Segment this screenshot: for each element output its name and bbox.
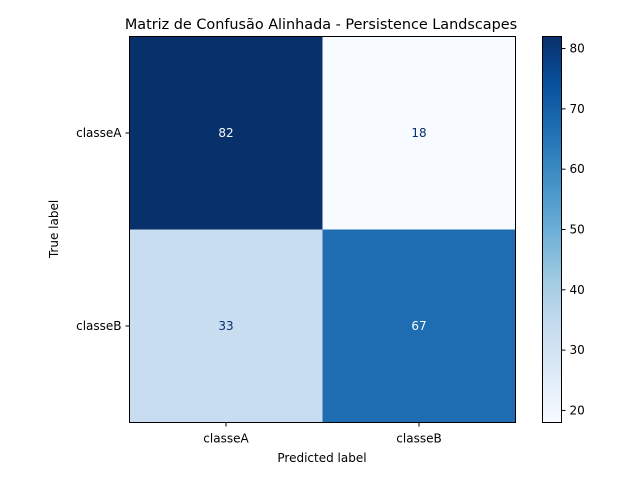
- colorbar-gradient: [542, 36, 562, 423]
- colorbar-tick-label: 30: [570, 343, 585, 357]
- heatmap-cell: [322, 36, 516, 230]
- heatmap-cell-labels: 82 18 33 67: [218, 126, 426, 333]
- x-tick-label: classeA: [203, 432, 249, 446]
- heatmap-cell: [129, 36, 323, 230]
- cell-value-label: 33: [218, 319, 233, 333]
- cell-value-label: 82: [218, 126, 233, 140]
- y-axis-label: True label: [47, 200, 61, 259]
- colorbar-tick-label: 50: [570, 223, 585, 237]
- heatmap-cell: [129, 229, 323, 423]
- x-axis-ticks: classeA classeB: [203, 422, 442, 446]
- cell-value-label: 67: [411, 319, 426, 333]
- heatmap-cell: [322, 229, 516, 423]
- colorbar-tick-label: 40: [570, 283, 585, 297]
- colorbar-tick-label: 20: [570, 403, 585, 417]
- heatmap-cells: [129, 36, 516, 423]
- y-tick-label: classeB: [76, 319, 121, 333]
- plot-frame: [129, 36, 516, 423]
- y-tick-label: classeA: [76, 126, 122, 140]
- y-axis-ticks: classeA classeB: [76, 126, 130, 333]
- colorbar-tick-label: 70: [570, 102, 585, 116]
- colorbar-ticks: 20 30 40 50 60 70 80: [561, 42, 585, 417]
- cell-value-label: 18: [411, 126, 426, 140]
- chart-title: Matriz de Confusão Alinhada - Persistenc…: [125, 17, 517, 33]
- x-axis-label: Predicted label: [277, 451, 366, 465]
- colorbar-tick-label: 80: [570, 42, 585, 56]
- x-tick-label: classeB: [396, 432, 441, 446]
- colorbar-tick-label: 60: [570, 162, 585, 176]
